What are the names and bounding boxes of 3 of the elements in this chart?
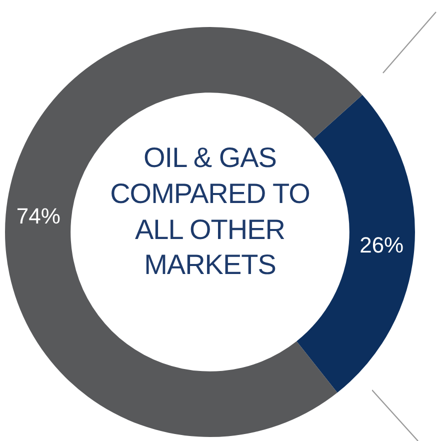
data-label: 74% bbox=[16, 204, 60, 229]
text: OIL & GAS COMPARED TO ALL OTHER MARKETS bbox=[109, 141, 311, 282]
data-label: 26% bbox=[360, 232, 404, 258]
